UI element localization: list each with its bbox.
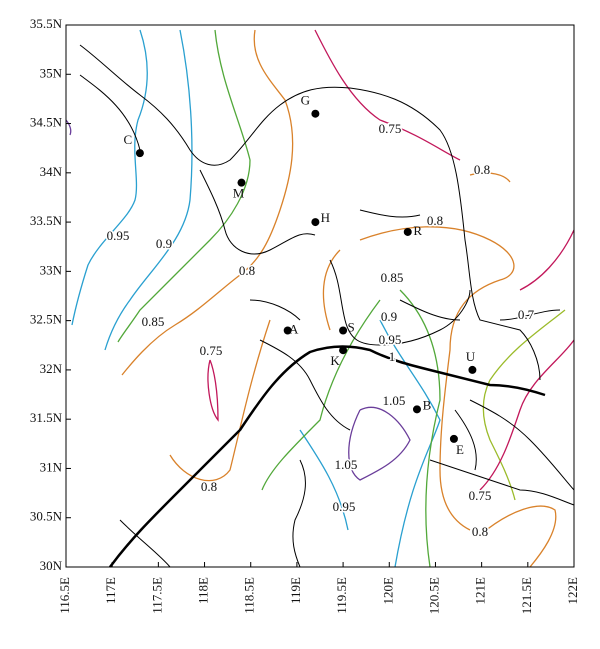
x-tick-label: 117.5E [149, 577, 164, 614]
station [339, 346, 348, 355]
x-tick-label: 122E [565, 577, 580, 605]
station-label: R [413, 223, 422, 238]
x-tick-label: 118.5E [242, 577, 257, 614]
station [468, 365, 477, 374]
contour-label: 0.8 [239, 263, 255, 278]
station-label: C [124, 132, 133, 147]
y-tick-label: 31N [40, 459, 63, 474]
contour-label: 0.8 [472, 524, 488, 539]
x-tick-label: 120E [380, 577, 395, 605]
contour-label: 0.8 [427, 213, 443, 228]
y-tick-label: 33N [40, 262, 63, 277]
contour-label: 1.05 [383, 393, 406, 408]
station-label: M [233, 186, 245, 201]
station [403, 227, 412, 236]
x-tick-label: 117E [103, 577, 118, 604]
station-label: A [289, 321, 299, 336]
station-label: K [330, 353, 340, 368]
station [449, 434, 458, 443]
y-tick-label: 33.5N [30, 213, 63, 228]
contour-label: 0.85 [142, 314, 165, 329]
y-tick-label: 35.5N [30, 16, 63, 31]
y-tick-label: 32N [40, 361, 63, 376]
x-tick-label: 116.5E [57, 577, 72, 614]
station-label: B [423, 397, 432, 412]
contour-label: 0.8 [201, 479, 217, 494]
contour-label: 0.7 [518, 307, 535, 322]
station [135, 149, 144, 158]
river [108, 345, 546, 568]
y-tick-label: 34.5N [30, 115, 63, 130]
contour-label: 0.95 [333, 499, 356, 514]
station-label: G [301, 93, 310, 108]
contour-label: 0.75 [379, 121, 402, 136]
boundaries [79, 44, 575, 568]
station [311, 218, 320, 227]
y-tick-label: 30N [40, 558, 63, 573]
station-label: E [456, 442, 464, 457]
contour-label: 0.9 [156, 236, 172, 251]
station [237, 178, 246, 187]
station [311, 109, 320, 118]
x-tick-label: 121E [473, 577, 488, 605]
contour-label: 0.75 [200, 343, 223, 358]
x-tick-label: 119.5E [334, 577, 349, 614]
y-tick-label: 31.5N [30, 410, 63, 425]
contour-label: 0.9 [381, 309, 397, 324]
y-tick-label: 30.5N [30, 509, 63, 524]
contour-label: 0.75 [469, 488, 492, 503]
station [283, 326, 292, 335]
contours [65, 29, 575, 568]
contour-label: 1.05 [335, 457, 358, 472]
station-label: U [466, 349, 476, 364]
y-tick-label: 34N [40, 164, 63, 179]
station-label: H [321, 210, 330, 225]
y-tick-label: 35N [40, 65, 63, 80]
x-tick-label: 120.5E [426, 577, 441, 614]
station [339, 326, 348, 335]
y-tick-label: 32.5N [30, 312, 63, 327]
x-tick-label: 121.5E [519, 577, 534, 614]
contour-label: 0.8 [474, 162, 490, 177]
contour-label: 0.85 [381, 270, 404, 285]
x-tick-label: 118E [196, 577, 211, 604]
frame [65, 24, 575, 568]
station-label: S [347, 319, 354, 334]
contour-label: 1 [389, 349, 396, 364]
x-tick-label: 119E [288, 577, 303, 604]
contour-label: 0.95 [379, 332, 402, 347]
station [412, 405, 421, 414]
contour-label: 0.95 [107, 228, 130, 243]
